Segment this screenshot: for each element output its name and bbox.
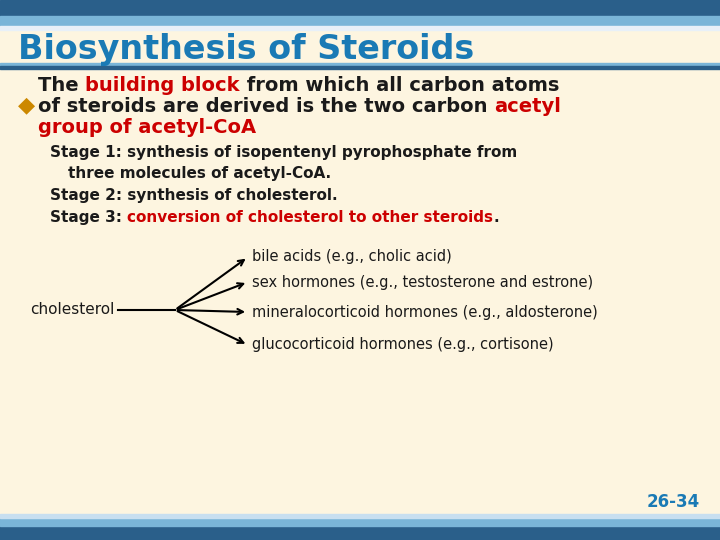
Text: ◆: ◆ [18, 95, 35, 115]
Text: Biosynthesis of Steroids: Biosynthesis of Steroids [18, 33, 474, 66]
Text: Stage 3:: Stage 3: [50, 210, 127, 225]
Text: of steroids are derived is the two carbon: of steroids are derived is the two carbo… [38, 97, 494, 116]
Text: glucocorticoid hormones (e.g., cortisone): glucocorticoid hormones (e.g., cortisone… [252, 338, 554, 353]
Text: 26-34: 26-34 [647, 493, 700, 511]
Bar [0, 63, 720, 66]
Text: sex hormones (e.g., testosterone and estrone): sex hormones (e.g., testosterone and est… [252, 274, 593, 289]
Text: .: . [493, 210, 499, 225]
Text: three molecules of acetyl-CoA.: three molecules of acetyl-CoA. [68, 166, 331, 181]
Bar [0, 518, 720, 526]
Bar [0, 26, 720, 30]
Text: bile acids (e.g., cholic acid): bile acids (e.g., cholic acid) [252, 249, 451, 265]
Text: building block: building block [86, 76, 240, 95]
Text: mineralocorticoid hormones (e.g., aldosterone): mineralocorticoid hormones (e.g., aldost… [252, 305, 598, 320]
Text: Stage 1: synthesis of isopentenyl pyrophosphate from: Stage 1: synthesis of isopentenyl pyroph… [50, 145, 517, 160]
Text: group of acetyl-CoA: group of acetyl-CoA [38, 118, 256, 137]
Bar [0, 66, 720, 69]
Text: acetyl: acetyl [494, 97, 561, 116]
Text: The: The [38, 76, 86, 95]
Bar [0, 526, 720, 540]
Bar [0, 514, 720, 518]
Bar [0, 16, 720, 26]
Text: from which all carbon atoms: from which all carbon atoms [240, 76, 559, 95]
Bar [0, 0, 720, 16]
Text: conversion of cholesterol to other steroids: conversion of cholesterol to other stero… [127, 210, 493, 225]
Text: Stage 2: synthesis of cholesterol.: Stage 2: synthesis of cholesterol. [50, 188, 338, 203]
Text: cholesterol: cholesterol [30, 302, 114, 318]
